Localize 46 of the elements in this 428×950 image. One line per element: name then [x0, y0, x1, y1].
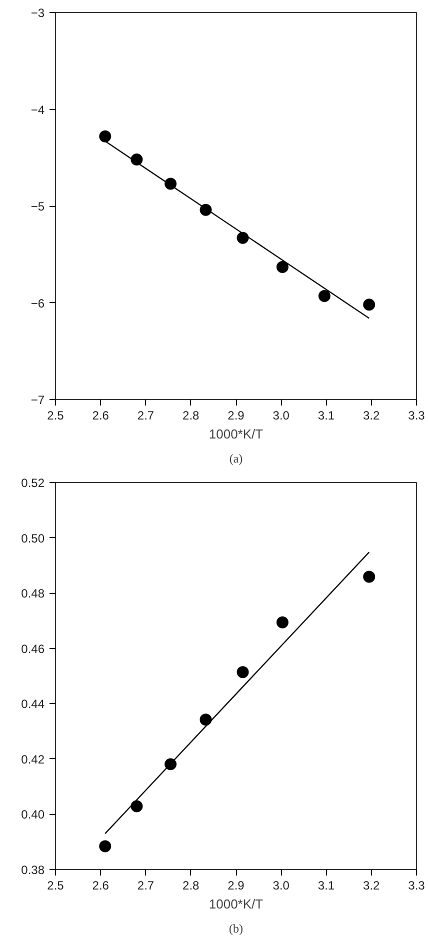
point [236, 666, 249, 678]
x-tick-label: 3.2 [363, 878, 380, 892]
x-tick-label: 2.6 [92, 408, 110, 422]
x-tick-label: 2.9 [228, 878, 245, 892]
x-tick-label: 3.3 [408, 408, 426, 422]
point [99, 840, 112, 852]
point [200, 714, 212, 726]
x-tick-label: 2.6 [92, 878, 110, 892]
y-tick-label: 0.40 [21, 808, 45, 822]
x-axis-title: 1000*K/T [208, 896, 264, 912]
x-tick-label: 2.9 [228, 408, 245, 422]
y-tick-label: 0.44 [21, 697, 45, 712]
point [236, 232, 249, 244]
point [276, 616, 288, 628]
y-tick-label: −7 [30, 393, 45, 407]
x-tick-label: 2.7 [137, 408, 154, 422]
point [99, 130, 112, 142]
y-tick-label: 0.52 [21, 476, 45, 490]
x-tick-label: 2.5 [47, 408, 64, 422]
y-tick-label: 0.48 [21, 586, 45, 601]
y-tick-label: −3 [30, 6, 45, 20]
y-tick-label: 0.50 [21, 531, 45, 546]
point [318, 290, 330, 302]
y-tick-label: 0.38 [21, 863, 45, 877]
x-tick-label: 3.0 [272, 878, 290, 892]
point [363, 298, 376, 311]
point [276, 260, 288, 273]
y-tick-label: −4 [30, 102, 45, 117]
x-tick-label: 3.3 [408, 878, 426, 892]
x-tick-label: 3.0 [272, 408, 290, 422]
y-tick-label: −5 [30, 200, 45, 214]
y-tick-label: 0.46 [21, 642, 45, 656]
text: (b) [229, 922, 244, 936]
y-tick-label: 0.42 [21, 752, 45, 766]
x-tick-label: 3.1 [318, 408, 335, 422]
y-tick-label: −6 [30, 296, 45, 310]
point [363, 570, 376, 583]
x-tick-label: 2.5 [47, 878, 64, 892]
x-tick-label: 2.8 [182, 878, 200, 892]
x-tick-label: 2.8 [182, 408, 200, 422]
x-tick-label: 3.1 [318, 878, 335, 892]
x-tick-label: 2.7 [137, 878, 154, 892]
text: (a) [229, 452, 243, 466]
point [130, 800, 143, 812]
x-tick-label: 3.2 [363, 408, 380, 422]
x-axis-title: 1000*K/T [208, 426, 264, 442]
